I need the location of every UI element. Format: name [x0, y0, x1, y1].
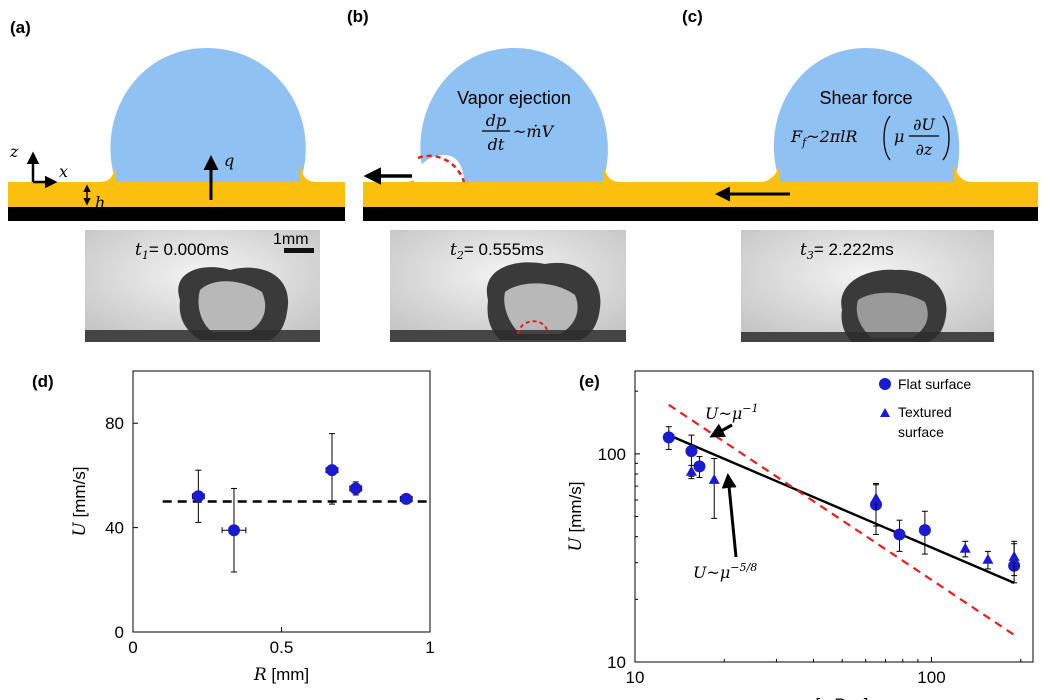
oil-film-a [8, 165, 345, 207]
chart-e: 10 100 10 100 μ [mPas] U [mm/s] Flat surface Te… [566, 370, 1034, 700]
data-point-triangle [1008, 550, 1020, 561]
panel-b: (b) Vapor ejection dp dt ~ṁV t2= 0.555ms [347, 7, 683, 342]
substrate-b [363, 207, 683, 221]
x-axis-title: μ [mPas] [800, 695, 869, 700]
data-point-triangle [708, 473, 720, 484]
eq-b-den: dt [488, 135, 505, 154]
x-tick-label: 0 [128, 638, 137, 657]
data-point-triangle [870, 492, 882, 503]
x-axis-label: x [59, 162, 68, 181]
heat-flux-label: q [224, 151, 234, 170]
y-axis-title: U [mm/s] [566, 481, 586, 551]
legend-marker-triangle [880, 408, 890, 417]
x-tick-label: 1 [425, 638, 434, 657]
panel-label-c: (c) [682, 7, 703, 26]
x-axis-title: R [mm] [253, 665, 309, 685]
thickness-label: h [95, 193, 105, 212]
chart-d: 0 0.5 1 0 40 80 R [mm] U [mm/s] [70, 370, 435, 685]
substrate-a [8, 207, 345, 221]
data-point-circle [192, 490, 205, 503]
data-point-circle [685, 445, 698, 458]
y-tick-label: 40 [105, 519, 124, 538]
oil-film-b [363, 165, 683, 207]
panel-label-d: (d) [32, 372, 54, 391]
y-axis-unit: [mm/s] [70, 466, 89, 522]
x-tick-label: 10 [626, 668, 645, 687]
fit-line-mu-minus-5-8 [668, 434, 1015, 584]
svg-text:μ: μ [894, 127, 904, 146]
panel-label-b: (b) [347, 7, 369, 26]
z-axis-label: z [9, 142, 19, 161]
photo-b [390, 230, 626, 342]
x-tick-label: 100 [917, 668, 945, 687]
scaling-line-mu-minus-1 [668, 403, 1015, 636]
x-tick-label: 0.5 [270, 638, 294, 657]
panel-c: (c) Shear force Ff~2πlR μ ∂U ∂z t3= 2.22… [667, 7, 1038, 342]
data-point-circle [227, 524, 240, 537]
y-tick-label: 80 [105, 414, 124, 433]
vapor-pocket [414, 154, 464, 182]
data-point-circle [325, 464, 338, 477]
data-point-triangle [685, 465, 697, 476]
legend-label: Textured [898, 404, 952, 420]
x-axis-unit: [mPas] [811, 695, 869, 700]
annotation-arrow-1 [709, 423, 733, 438]
data-point-circle [400, 492, 413, 505]
annotation-mu-minus-1: U~μ−1 [705, 402, 759, 423]
x-axis-variable: R [253, 665, 267, 685]
panel-label-e: (e) [579, 372, 600, 391]
ejection-title: Vapor ejection [457, 88, 571, 108]
data-point-triangle [982, 553, 994, 564]
droplet-b [420, 48, 608, 182]
annotation-mu-minus-5-8: U~μ−5/8 [693, 561, 757, 582]
panel-e: (e) 10 100 10 100 μ [mPas] U [mm/s] Flat surfa… [566, 370, 1034, 700]
svg-text:∂U: ∂U [913, 115, 935, 134]
data-point-circle [918, 524, 931, 537]
droplet-a [110, 48, 306, 182]
time-label-b: t2= 0.555ms [450, 240, 544, 262]
panel-a: (a) z x h q t1= 0.000ms 1mm [8, 18, 345, 342]
data-point-circle [662, 431, 675, 444]
oil-film-c [667, 165, 1038, 207]
legend-label: Flat surface [898, 376, 971, 392]
svg-text:∂z: ∂z [916, 140, 933, 159]
substrate-c [667, 207, 1038, 221]
plot-frame [634, 370, 1034, 663]
y-axis-title: U [mm/s] [70, 466, 90, 536]
scale-bar-label: 1mm [273, 231, 309, 248]
data-point-circle [349, 482, 362, 495]
y-axis-variable: U [566, 537, 586, 552]
shear-title: Shear force [819, 88, 912, 108]
x-axis-variable: μ [800, 695, 811, 700]
plot-frame [132, 370, 431, 633]
legend-marker-circle [879, 378, 891, 390]
y-tick-label: 100 [598, 445, 626, 464]
photo-c [741, 230, 994, 342]
legend-label: surface [898, 424, 944, 440]
panel-d: (d) 0 0.5 1 0 40 80 R [mm] U [mm/s] [32, 370, 435, 685]
y-tick-label: 10 [607, 653, 626, 672]
data-point-circle [893, 528, 906, 541]
shear-equation: Ff~2πlR μ ∂U ∂z [790, 115, 950, 161]
eq-b-num: dp [486, 111, 506, 130]
y-axis-unit: [mm/s] [566, 481, 585, 537]
photo-a [85, 230, 320, 342]
vapor-interface [417, 154, 466, 183]
y-tick-label: 0 [115, 623, 124, 642]
eq-b-rhs: ~ṁV [513, 122, 555, 141]
x-axis-unit: [mm] [267, 665, 310, 684]
time-label-c: t3= 2.222ms [800, 240, 894, 262]
data-point-triangle [959, 542, 971, 553]
data-point-circle [693, 460, 706, 473]
time-label-a: t1= 0.000ms [135, 240, 229, 262]
annotation-arrow-2 [721, 473, 738, 558]
svg-text:Ff~2πlR: Ff~2πlR [790, 127, 857, 149]
droplet-c [773, 48, 960, 182]
panel-label-a: (a) [10, 18, 31, 37]
y-axis-variable: U [70, 522, 90, 537]
